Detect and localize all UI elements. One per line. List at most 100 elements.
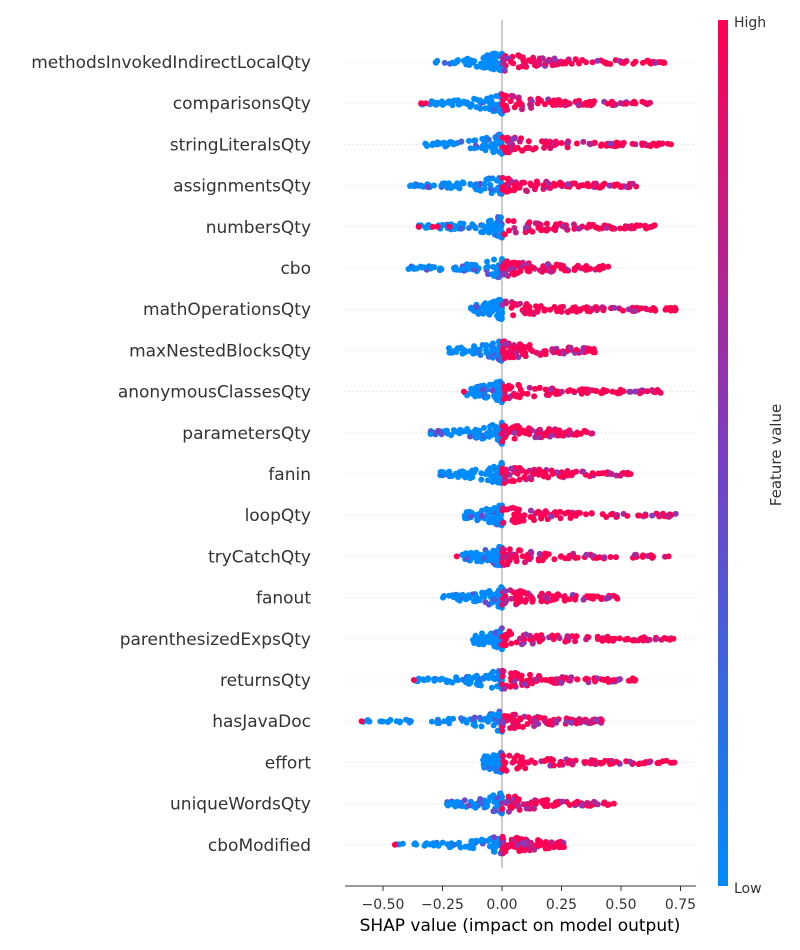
shap-dot bbox=[467, 513, 474, 520]
feature-row: cbo bbox=[280, 259, 696, 279]
shap-dot bbox=[568, 60, 575, 67]
shap-dot bbox=[491, 392, 497, 399]
shap-dot bbox=[603, 387, 609, 394]
shap-dot bbox=[502, 759, 509, 766]
shap-dot bbox=[498, 313, 505, 320]
shap-dot bbox=[495, 233, 502, 240]
shap-dot bbox=[471, 640, 478, 647]
shap-dot bbox=[599, 636, 606, 643]
shap-dot bbox=[663, 635, 670, 642]
shap-dot bbox=[477, 682, 484, 689]
shap-dot bbox=[581, 427, 588, 434]
shap-dot bbox=[546, 138, 553, 145]
shap-outlier-dot bbox=[672, 306, 679, 313]
shap-dot bbox=[560, 844, 567, 851]
shap-dot bbox=[620, 307, 626, 314]
shap-dot bbox=[614, 512, 621, 518]
colorbar-high-label: High bbox=[734, 15, 766, 31]
shap-dot bbox=[503, 842, 509, 849]
feature-beeswarm bbox=[391, 833, 567, 857]
shap-dot bbox=[439, 222, 446, 228]
feature-beeswarm bbox=[418, 91, 653, 117]
shap-dot bbox=[573, 264, 580, 271]
shap-dot bbox=[583, 59, 589, 66]
shap-dot bbox=[575, 509, 582, 516]
shap-dot bbox=[484, 509, 491, 516]
x-tick: −0.50 bbox=[362, 886, 404, 913]
feature-label: cboModified bbox=[208, 836, 311, 856]
shap-dot bbox=[663, 305, 670, 312]
shap-dot bbox=[490, 224, 497, 230]
shap-dot bbox=[523, 63, 530, 70]
shap-dot bbox=[452, 348, 459, 355]
shap-dot bbox=[551, 304, 558, 310]
shap-outlier-dot bbox=[358, 718, 365, 725]
shap-dot bbox=[574, 798, 581, 805]
shap-dot bbox=[509, 259, 516, 266]
shap-dot bbox=[516, 394, 523, 401]
shap-dot bbox=[527, 671, 533, 678]
feature-label: numbersQty bbox=[206, 218, 311, 238]
shap-dot bbox=[554, 591, 561, 598]
shap-dot bbox=[489, 347, 495, 354]
shap-dot bbox=[537, 714, 544, 721]
shap-dot bbox=[522, 598, 529, 605]
shap-dot bbox=[591, 349, 598, 356]
shap-dot bbox=[472, 466, 479, 473]
shap-dot bbox=[594, 57, 601, 64]
shap-dot bbox=[503, 798, 510, 805]
x-tick-label: 0.25 bbox=[546, 897, 577, 913]
shap-dot bbox=[478, 723, 485, 730]
shap-dot bbox=[554, 349, 561, 356]
shap-dot bbox=[491, 256, 497, 263]
shap-dot bbox=[491, 553, 498, 559]
shap-dot bbox=[613, 554, 619, 561]
shap-dot bbox=[508, 92, 515, 99]
shap-dot bbox=[572, 554, 579, 561]
shap-dot bbox=[393, 718, 400, 725]
shap-dot bbox=[650, 306, 657, 313]
shap-dot bbox=[458, 138, 465, 145]
shap-dot bbox=[485, 271, 491, 278]
shap-dot bbox=[479, 630, 485, 637]
shap-dot bbox=[625, 223, 632, 230]
shap-dot bbox=[548, 678, 555, 685]
shap-dot bbox=[598, 183, 605, 190]
shap-dot bbox=[513, 598, 520, 605]
shap-dot bbox=[421, 842, 428, 849]
shap-dot bbox=[502, 848, 509, 855]
shap-dot bbox=[461, 57, 467, 64]
shap-dot bbox=[511, 429, 518, 436]
shap-dot bbox=[473, 303, 480, 310]
shap-dot bbox=[672, 510, 679, 517]
shap-dot bbox=[459, 591, 466, 598]
shap-dot bbox=[561, 594, 567, 601]
shap-dot bbox=[503, 188, 510, 195]
shap-dot bbox=[537, 838, 544, 845]
shap-dot bbox=[471, 598, 477, 605]
shap-dot bbox=[583, 101, 590, 108]
shap-dot bbox=[558, 388, 565, 395]
shap-dot bbox=[458, 715, 465, 722]
shap-dot bbox=[646, 759, 653, 766]
feature-row: uniqueWordsQty bbox=[170, 795, 696, 815]
shap-dot bbox=[583, 511, 589, 518]
shap-dot bbox=[491, 557, 498, 564]
feature-label: maxNestedBlocksQty bbox=[129, 341, 311, 361]
shap-dot bbox=[585, 345, 592, 352]
shap-dot bbox=[603, 514, 610, 520]
feature-beeswarm bbox=[480, 749, 678, 775]
shap-dot bbox=[481, 593, 488, 600]
shap-dot bbox=[640, 140, 647, 147]
shap-dot bbox=[510, 60, 517, 67]
x-tick: 0.25 bbox=[546, 886, 577, 913]
shap-dot bbox=[494, 727, 501, 734]
shap-dot bbox=[479, 135, 486, 142]
shap-dot bbox=[549, 470, 556, 477]
shap-dot bbox=[550, 97, 557, 104]
shap-dot bbox=[516, 341, 523, 348]
shap-dot bbox=[566, 596, 573, 603]
shap-dot bbox=[503, 469, 510, 476]
shap-dot bbox=[549, 346, 556, 353]
shap-dot bbox=[481, 185, 488, 192]
